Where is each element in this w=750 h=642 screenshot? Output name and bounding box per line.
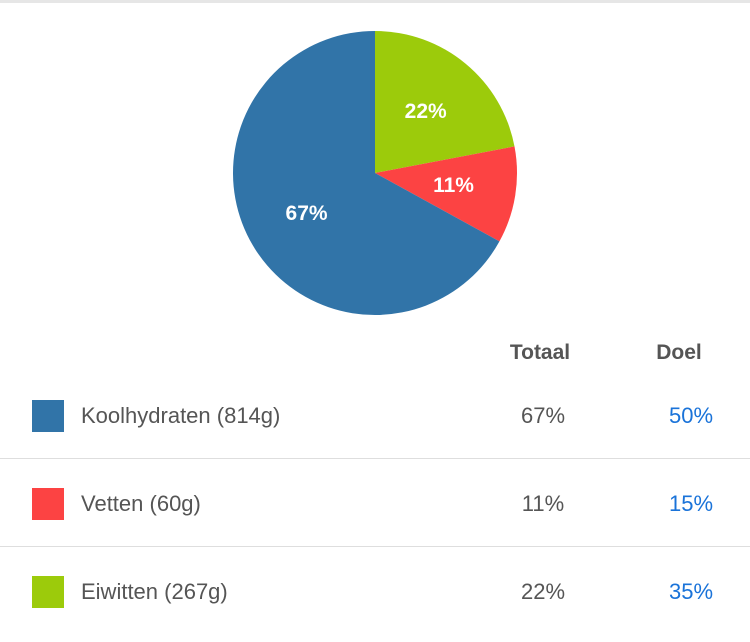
row-label-eiwitten: Eiwitten (267g) <box>81 579 228 604</box>
top-border <box>0 0 750 3</box>
macro-row-vetten: Vetten (60g) 11% 15% <box>0 459 750 547</box>
row-label-vetten: Vetten (60g) <box>81 491 201 516</box>
row-goal-koolhydraten[interactable]: 50% <box>668 403 714 428</box>
pie-slice-koolhydraten <box>232 31 500 315</box>
row-goal-vetten[interactable]: 15% <box>668 491 714 516</box>
row-total-vetten: 11% <box>521 491 565 516</box>
pie-label-eiwitten: 22% <box>405 100 447 123</box>
row-goal-eiwitten[interactable]: 35% <box>668 579 714 604</box>
macro-row-eiwitten: Eiwitten (267g) 22% 35% <box>0 547 750 635</box>
row-total-eiwitten: 22% <box>520 579 566 604</box>
pie-slice-vetten <box>375 146 517 242</box>
macro-row-koolhydraten: Koolhydraten (814g) 67% 50% <box>0 371 750 459</box>
legend-swatch-eiwitten <box>32 576 64 608</box>
legend-swatch-koolhydraten <box>32 400 64 432</box>
row-divider <box>0 546 750 547</box>
column-header-totaal: Totaal <box>509 341 571 364</box>
row-divider <box>0 458 750 459</box>
legend-swatch-vetten <box>32 488 64 520</box>
macro-pie-chart: 22% 11% 67% <box>232 31 517 315</box>
row-label-koolhydraten: Koolhydraten (814g) <box>81 403 281 428</box>
column-header-doel: Doel <box>656 341 702 364</box>
pie-label-vetten: 11% <box>433 174 474 197</box>
row-total-koolhydraten: 67% <box>520 403 566 428</box>
pie-label-koolhydraten: 67% <box>286 202 328 225</box>
pie-slice-eiwitten <box>375 31 515 173</box>
